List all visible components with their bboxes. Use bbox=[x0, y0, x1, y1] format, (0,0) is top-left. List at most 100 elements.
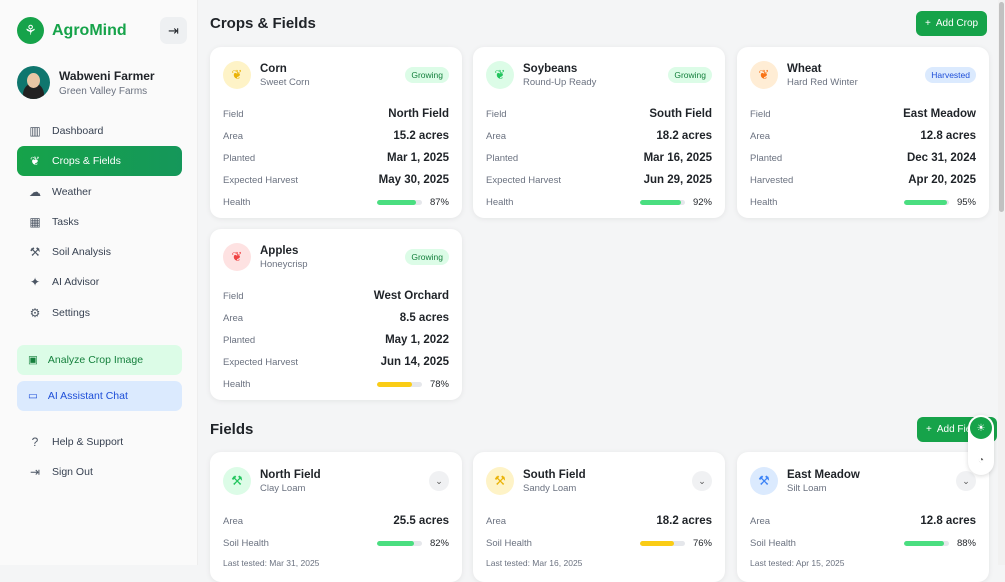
main-content: Crops & Fields + Add Crop ❦ Corn Sweet Cor… bbox=[198, 0, 998, 582]
sidebar-bottom: ? Help & Support ⇥ Sign Out bbox=[17, 427, 182, 488]
detail-label: Area bbox=[750, 130, 771, 142]
collapse-sidebar-button[interactable]: ⇥ bbox=[160, 17, 187, 44]
detail-value: 12.8 acres bbox=[920, 130, 976, 142]
detail-value: Jun 14, 2025 bbox=[380, 356, 449, 368]
detail-label: Area bbox=[486, 130, 507, 142]
logo[interactable]: ⚘ AgroMind bbox=[17, 17, 127, 44]
add-field-label: Add Field bbox=[936, 424, 980, 435]
palette-icon[interactable]: ◔ bbox=[977, 454, 985, 466]
crop-card[interactable]: ❦ Soybeans Round-Up Ready Growing Field So… bbox=[473, 47, 725, 218]
detail-label: Field bbox=[486, 108, 507, 120]
crop-name: Apples bbox=[260, 244, 299, 257]
crop-detail-row: Harvested Apr 20, 2025 bbox=[750, 169, 976, 191]
last-tested: Last tested: Apr 15, 2025 bbox=[750, 558, 845, 568]
crop-detail-row: Area 12.8 acres bbox=[750, 125, 976, 147]
soil-health-bar bbox=[903, 540, 949, 546]
detail-value: North Field bbox=[388, 108, 449, 120]
avatar bbox=[17, 66, 50, 99]
sidebar-item-label: AI Advisor bbox=[52, 276, 100, 289]
status-badge: Growing bbox=[405, 249, 449, 265]
crop-detail-row: Planted May 1, 2022 bbox=[223, 329, 449, 351]
sidebar-item-ai-advisor[interactable]: ✦ AI Advisor bbox=[17, 267, 182, 297]
sidebar-item-tasks[interactable]: ▦ Tasks bbox=[17, 207, 182, 237]
health-row: Health 87% bbox=[223, 191, 449, 213]
area-value: 25.5 acres bbox=[393, 515, 449, 527]
health-row: Health 92% bbox=[486, 191, 712, 213]
soil-health-label: Soil Health bbox=[750, 537, 796, 549]
sidebar-item-help-support[interactable]: ? Help & Support bbox=[17, 427, 182, 457]
soil-health-value: 82% bbox=[429, 537, 449, 549]
health-value: 87% bbox=[429, 196, 449, 208]
crop-detail-row: Area 15.2 acres bbox=[223, 125, 449, 147]
soil-health-bar bbox=[376, 540, 422, 546]
sidebar-item-label: Tasks bbox=[52, 215, 79, 228]
leaf-icon: ❦ bbox=[486, 61, 514, 89]
image-plus-icon: ▣ bbox=[28, 354, 38, 366]
sidebar-item-label: Help & Support bbox=[52, 436, 124, 448]
crop-variety: Honeycrisp bbox=[260, 258, 308, 270]
detail-label: Field bbox=[223, 290, 244, 302]
sidebar-item-settings[interactable]: ⚙ Settings bbox=[17, 298, 182, 328]
sidebar-item-weather[interactable]: ☁ Weather bbox=[17, 177, 182, 207]
app-name: AgroMind bbox=[52, 21, 127, 39]
field-card[interactable]: ⚒ North Field Clay Loam ⌄ Area 25.5 acres … bbox=[210, 452, 462, 582]
crop-detail-row: Field West Orchard bbox=[223, 285, 449, 307]
crop-detail-row: Expected Harvest May 30, 2025 bbox=[223, 169, 449, 191]
chevron-down-icon[interactable]: ⌄ bbox=[429, 471, 449, 491]
sprout-icon: ⚘ bbox=[17, 17, 44, 44]
sidebar-item-dashboard[interactable]: ▥ Dashboard bbox=[17, 116, 182, 146]
detail-value: Mar 1, 2025 bbox=[386, 152, 449, 164]
chevron-down-icon[interactable]: ⌄ bbox=[692, 471, 712, 491]
analyze-crop-image-button[interactable]: ▣ Analyze Crop Image bbox=[17, 345, 182, 375]
crop-name: Wheat bbox=[787, 62, 822, 75]
crop-detail-row: Planted Dec 31, 2024 bbox=[750, 147, 976, 169]
sidebar-item-crops-fields[interactable]: ❦ Crops & Fields bbox=[17, 146, 182, 177]
health-value: 92% bbox=[692, 196, 712, 208]
detail-label: Planted bbox=[750, 152, 783, 164]
chat-label: AI Assistant Chat bbox=[47, 390, 128, 402]
crop-card[interactable]: ❦ Apples Honeycrisp Growing Field West Orc… bbox=[210, 229, 462, 400]
crop-detail-row: Area 8.5 acres bbox=[223, 307, 449, 329]
health-label: Health bbox=[223, 196, 251, 208]
crop-detail-row: Field South Field bbox=[486, 103, 712, 125]
crop-detail-row: Field North Field bbox=[223, 103, 449, 125]
soil-health-label: Soil Health bbox=[223, 537, 269, 549]
sun-icon[interactable]: ☀ bbox=[970, 417, 992, 439]
field-card[interactable]: ⚒ South Field Sandy Loam ⌄ Area 18.2 acres… bbox=[473, 452, 725, 582]
detail-value: South Field bbox=[649, 108, 712, 120]
health-label: Health bbox=[223, 378, 251, 390]
health-value: 78% bbox=[429, 378, 449, 390]
detail-label: Expected Harvest bbox=[486, 174, 561, 186]
chevron-down-icon[interactable]: ⌄ bbox=[956, 471, 976, 491]
sidebar-item-soil-analysis[interactable]: ⚒ Soil Analysis bbox=[17, 237, 182, 267]
scrollbar[interactable] bbox=[998, 0, 1005, 565]
health-bar bbox=[376, 381, 422, 387]
chat-icon: ▭ bbox=[28, 390, 38, 402]
crop-name: Soybeans bbox=[523, 62, 578, 75]
crop-variety: Hard Red Winter bbox=[787, 76, 858, 88]
help-icon: ? bbox=[31, 435, 39, 449]
crop-detail-row: Area 18.2 acres bbox=[486, 125, 712, 147]
crop-card[interactable]: ❦ Wheat Hard Red Winter Harvested Field Ea… bbox=[737, 47, 989, 218]
add-crop-label: Add Crop bbox=[935, 18, 979, 29]
field-card[interactable]: ⚒ East Meadow Silt Loam ⌄ Area 12.8 acres … bbox=[737, 452, 989, 582]
detail-label: Planted bbox=[223, 334, 256, 346]
shovel-icon: ⚒ bbox=[223, 467, 251, 495]
fields-title: Fields bbox=[210, 421, 254, 438]
detail-value: West Orchard bbox=[373, 290, 449, 302]
add-crop-button[interactable]: + Add Crop bbox=[916, 11, 988, 36]
theme-switcher: ☀ ◔ bbox=[968, 415, 994, 475]
user-profile[interactable]: Wabweni Farmer Green Valley Farms bbox=[17, 66, 155, 99]
health-bar bbox=[376, 199, 422, 205]
sidebar-item-sign-out[interactable]: ⇥ Sign Out bbox=[17, 457, 182, 487]
status-badge: Growing bbox=[405, 67, 449, 83]
sidebar-nav: ▥ Dashboard ❦ Crops & Fields ☁ Weather ▦ Tasks ⚒… bbox=[17, 116, 182, 328]
scrollbar-thumb[interactable] bbox=[999, 2, 1004, 212]
ai-assistant-chat-button[interactable]: ▭ AI Assistant Chat bbox=[17, 381, 182, 411]
crop-card[interactable]: ❦ Corn Sweet Corn Growing Field North Fiel… bbox=[210, 47, 462, 218]
leaf-icon: ❦ bbox=[223, 243, 251, 271]
detail-value: East Meadow bbox=[903, 108, 976, 120]
area-label: Area bbox=[750, 515, 771, 527]
sidebar: ⚘ AgroMind ⇥ Wabweni Farmer Green Valley… bbox=[0, 0, 198, 565]
detail-value: May 1, 2022 bbox=[385, 334, 449, 346]
